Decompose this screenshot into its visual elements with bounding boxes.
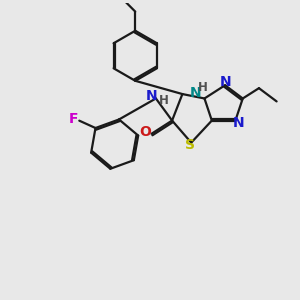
Text: S: S — [185, 138, 195, 152]
Text: N: N — [232, 116, 244, 130]
Text: O: O — [139, 125, 151, 139]
Text: N: N — [220, 75, 232, 89]
Text: N: N — [146, 89, 157, 103]
Text: F: F — [69, 112, 78, 126]
Text: N: N — [190, 86, 202, 100]
Text: H: H — [198, 81, 208, 94]
Text: H: H — [159, 94, 169, 107]
